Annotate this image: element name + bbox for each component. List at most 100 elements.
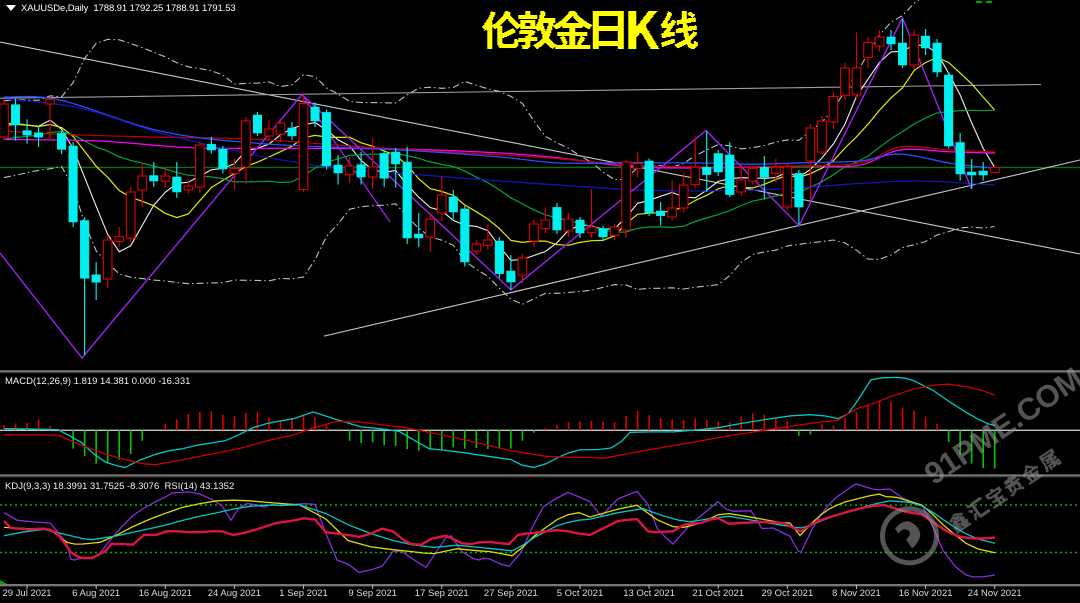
candle[interactable] (805, 124, 816, 201)
kdj-j-line[interactable] (3, 483, 996, 578)
bollinger-upper-band[interactable] (3, 0, 995, 181)
candle[interactable] (909, 29, 919, 70)
candle[interactable] (644, 158, 654, 216)
candle[interactable] (194, 141, 205, 194)
main-price-panel[interactable] (0, 0, 1080, 360)
candle[interactable] (356, 152, 366, 185)
candle[interactable] (206, 136, 216, 154)
candle[interactable] (863, 37, 873, 69)
candle[interactable] (460, 205, 470, 267)
candle[interactable] (229, 157, 240, 191)
ma-line-ma-blue[interactable] (3, 95, 996, 170)
candle[interactable] (91, 262, 101, 301)
date-label[interactable]: 17 Sep 2021 (414, 588, 469, 599)
candle[interactable] (68, 142, 78, 227)
date-label[interactable]: 16 Aug 2021 (138, 588, 192, 599)
candle[interactable] (379, 149, 389, 187)
candle[interactable] (725, 142, 735, 197)
candle[interactable] (114, 226, 125, 247)
candle[interactable] (667, 180, 678, 221)
candle[interactable] (298, 94, 309, 193)
rsi-line[interactable] (3, 503, 996, 560)
candle[interactable] (414, 213, 424, 247)
candle[interactable] (391, 147, 401, 188)
date-label[interactable]: 21 Oct 2021 (692, 588, 745, 599)
candle[interactable] (540, 207, 551, 234)
candle[interactable] (782, 164, 793, 211)
macd-panel[interactable] (0, 376, 1080, 469)
candle[interactable] (575, 216, 585, 239)
date-label[interactable]: 1 Sep 2021 (279, 588, 328, 599)
candle[interactable] (287, 122, 297, 140)
candle[interactable] (840, 63, 850, 101)
candle[interactable] (494, 236, 504, 279)
candle[interactable] (621, 160, 631, 239)
macd-main-line[interactable] (3, 376, 996, 469)
date-label[interactable]: 16 Nov 2021 (898, 588, 953, 599)
trendline-descending[interactable] (0, 41, 1080, 255)
candle[interactable] (436, 176, 447, 222)
candle[interactable] (747, 165, 758, 185)
trendline-ascending[interactable] (323, 159, 1080, 337)
kdj-panel[interactable] (0, 483, 1080, 578)
candle[interactable] (851, 32, 862, 99)
candle[interactable] (955, 133, 965, 181)
candle[interactable] (989, 164, 1000, 173)
date-label[interactable]: 6 Aug 2021 (72, 588, 121, 599)
candle[interactable] (125, 186, 136, 243)
trendline-rising-flat[interactable] (0, 83, 1042, 99)
ma-line-ma-red[interactable] (3, 130, 996, 168)
candle[interactable] (149, 162, 159, 187)
ma-line-ma-darkblue[interactable] (3, 98, 996, 192)
candle[interactable] (241, 117, 251, 185)
candle[interactable] (932, 39, 942, 78)
date-label[interactable]: 29 Oct 2021 (761, 588, 814, 599)
date-label[interactable]: 5 Oct 2021 (556, 588, 604, 599)
candle[interactable] (921, 29, 931, 56)
candle[interactable] (172, 162, 182, 198)
candle[interactable] (828, 91, 839, 129)
candle[interactable] (898, 19, 908, 69)
candle[interactable] (471, 240, 482, 255)
candle[interactable] (978, 162, 988, 181)
date-label[interactable]: 29 Jul 2021 (2, 588, 52, 599)
candle[interactable] (137, 163, 148, 207)
date-label[interactable]: 27 Sep 2021 (483, 588, 538, 599)
candle[interactable] (529, 220, 539, 247)
candle[interactable] (102, 234, 113, 289)
zigzag-indicator[interactable] (0, 16, 973, 360)
ma-line-ma20[interactable] (3, 109, 995, 233)
candle[interactable] (563, 213, 574, 237)
candle[interactable] (0, 98, 9, 140)
date-label[interactable]: 13 Oct 2021 (623, 588, 675, 599)
candle[interactable] (736, 165, 747, 196)
candle[interactable] (713, 149, 723, 176)
candle[interactable] (218, 146, 228, 174)
macd-signal-line[interactable] (3, 383, 996, 466)
candle[interactable] (183, 178, 194, 195)
candle[interactable] (552, 203, 562, 234)
candle[interactable] (160, 166, 171, 188)
candle[interactable] (80, 216, 90, 356)
candle[interactable] (967, 158, 977, 189)
ma-line-ma-magenta[interactable] (3, 138, 996, 169)
candle[interactable] (817, 116, 827, 156)
candle[interactable] (517, 253, 528, 283)
candle[interactable] (886, 29, 896, 50)
bollinger-lower-band[interactable] (3, 165, 995, 305)
candle[interactable] (333, 155, 343, 185)
kdj-d-line[interactable] (3, 493, 996, 557)
candle[interactable] (874, 29, 885, 52)
candle[interactable] (759, 156, 769, 200)
candle[interactable] (310, 102, 320, 127)
candle[interactable] (264, 120, 274, 140)
date-label[interactable]: 9 Sep 2021 (348, 588, 397, 599)
candle[interactable] (275, 119, 286, 143)
candle[interactable] (598, 225, 608, 242)
candle[interactable] (656, 202, 666, 226)
date-label[interactable]: 24 Aug 2021 (207, 588, 262, 599)
candle[interactable] (678, 173, 689, 213)
candle[interactable] (425, 213, 436, 253)
candle[interactable] (344, 156, 355, 184)
candle[interactable] (482, 224, 493, 251)
